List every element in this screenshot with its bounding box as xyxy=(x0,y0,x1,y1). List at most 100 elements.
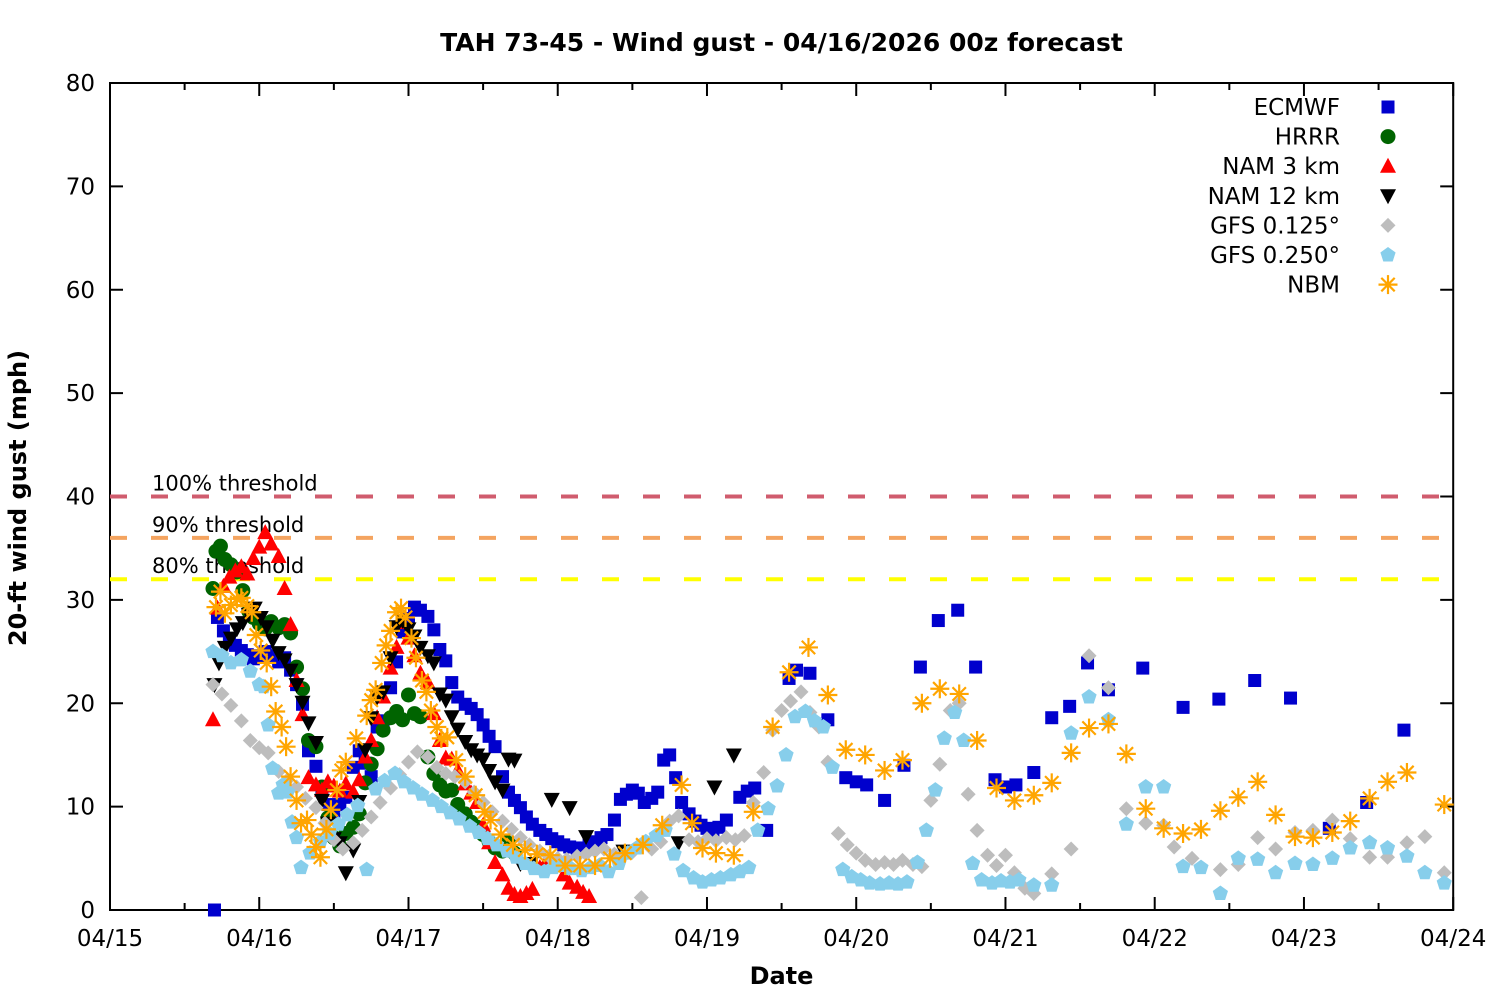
nbm-point xyxy=(231,588,251,608)
y-tick-label: 60 xyxy=(66,278,95,304)
nam12km-point xyxy=(494,783,511,799)
legend-marker-gfs0125 xyxy=(1380,217,1396,233)
gfs0125-point xyxy=(372,794,388,810)
ecmwf-point xyxy=(207,903,221,917)
gfs0250-point xyxy=(835,861,851,877)
nbm-point xyxy=(987,778,1007,798)
gfs0125-point xyxy=(214,686,230,702)
gfs0125-point xyxy=(242,732,258,748)
gfs0250-point xyxy=(359,861,375,877)
gfs0125-point xyxy=(503,821,519,837)
hrrr-point xyxy=(400,687,416,703)
gfs0250-point xyxy=(1399,848,1415,863)
nbm-point xyxy=(297,810,317,830)
nbm-point xyxy=(1098,714,1118,734)
ecmwf-point xyxy=(860,778,874,792)
legend: ECMWF HRRR NAM 3 km NAM 12 km GFS 0.125° GFS … xyxy=(1208,95,1398,299)
nam12km-point xyxy=(725,748,742,764)
gfs0250-point xyxy=(1063,725,1079,740)
gfs0125-point xyxy=(1081,648,1097,664)
nam12km-point xyxy=(276,653,293,669)
gfs0125-point xyxy=(233,713,249,729)
nam12km-point xyxy=(258,620,275,636)
gfs0125-point xyxy=(633,890,649,906)
nbm-point xyxy=(251,641,271,661)
ecmwf-point xyxy=(1176,700,1190,714)
threshold-label: 100% threshold xyxy=(152,472,318,496)
y-tick-label: 10 xyxy=(66,795,95,821)
nbm-point xyxy=(310,847,330,867)
nbm-point xyxy=(1024,785,1044,805)
nbm-point xyxy=(1210,801,1230,821)
gfs0125-point xyxy=(774,702,790,718)
ecmwf-point xyxy=(675,795,689,809)
gfs0125-point xyxy=(205,677,221,693)
legend-marker-hrrr xyxy=(1380,129,1396,145)
nbm-point xyxy=(855,745,875,765)
nam12km-point xyxy=(425,656,442,672)
gfs0250-point xyxy=(862,875,878,890)
gfs0125-point xyxy=(1324,812,1340,828)
x-axis: 04/15 04/16 04/17 04/18 04/19 04/20 04/21 04/22… xyxy=(77,83,1486,952)
nbm-point xyxy=(366,680,386,700)
hrrr-point xyxy=(412,709,428,725)
gfs0250-point xyxy=(824,759,840,774)
nbm-point xyxy=(1154,818,1174,838)
gfs0250-point xyxy=(1156,778,1172,794)
nbm-point xyxy=(466,785,486,805)
ecmwf-point xyxy=(1136,661,1150,675)
ecmwf-point xyxy=(600,828,614,842)
nbm-point xyxy=(600,848,620,868)
nbm-point xyxy=(261,677,281,697)
gfs0250-point xyxy=(1379,839,1396,855)
nam12km-point xyxy=(578,830,595,846)
y-tick-label: 30 xyxy=(66,588,95,614)
gfs0125-point xyxy=(997,847,1013,863)
legend-item-gfs0125: GFS 0.125° xyxy=(1210,213,1396,239)
gfs0125-point xyxy=(980,847,996,863)
ecmwf-point xyxy=(931,614,945,628)
nam3km-point xyxy=(581,888,598,904)
nbm-point xyxy=(1285,827,1305,847)
gfs0125-point xyxy=(969,822,985,838)
gfs0125-point xyxy=(354,822,370,838)
gfs0250-point xyxy=(214,647,230,663)
legend-marker-nbm xyxy=(1378,275,1398,295)
hrrr-point xyxy=(375,722,391,738)
nam3km-point xyxy=(300,769,317,785)
gfs0125-point xyxy=(223,697,239,713)
nam12km-point xyxy=(300,716,317,732)
gfs0125-point xyxy=(409,744,425,760)
ecmwf-point xyxy=(427,623,441,637)
gfs0250-point xyxy=(414,786,430,801)
gfs0125-point xyxy=(495,813,511,829)
nbm-point xyxy=(276,737,296,757)
x-tick-label: 04/17 xyxy=(375,926,441,952)
gfs0250-point xyxy=(387,765,403,781)
nam3km-point xyxy=(487,853,504,869)
series-gfs0125 xyxy=(205,648,1452,906)
gfs0250-point xyxy=(918,822,934,837)
nam12km-point xyxy=(307,736,324,752)
x-tick-label: 04/15 xyxy=(77,926,143,952)
nbm-point xyxy=(1322,822,1342,842)
nam3km-point xyxy=(270,547,287,563)
x-tick-label: 04/19 xyxy=(674,926,740,952)
nbm-point xyxy=(633,835,653,855)
nbm-point xyxy=(455,767,475,787)
nbm-point xyxy=(836,740,856,760)
gfs0250-point xyxy=(769,777,785,793)
legend-item-ecmwf: ECMWF xyxy=(1254,95,1395,121)
legend-label-gfs0125: GFS 0.125° xyxy=(1210,213,1340,239)
ecmwf-point xyxy=(488,740,502,754)
nam3km-point xyxy=(524,880,541,896)
nam12km-point xyxy=(357,743,374,759)
nbm-point xyxy=(779,662,799,682)
nbm-point xyxy=(481,810,501,830)
nbm-point xyxy=(272,717,292,737)
nbm-point xyxy=(615,843,635,863)
ecmwf-point xyxy=(445,676,459,690)
nam12km-point xyxy=(288,678,305,694)
nbm-point xyxy=(321,800,341,820)
